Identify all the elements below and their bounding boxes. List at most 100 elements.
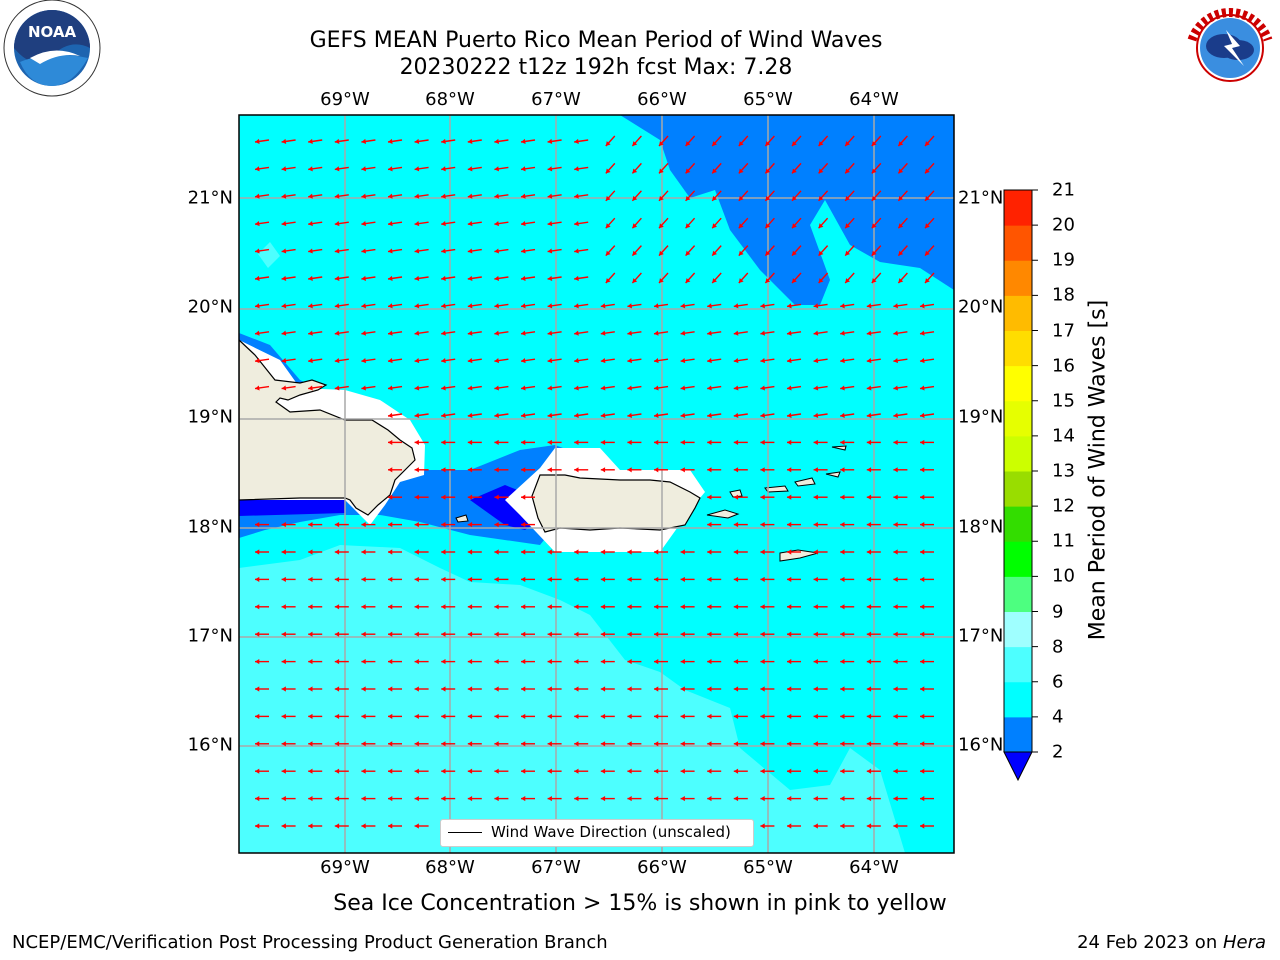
colorbar-segment [1004,506,1032,542]
wind-arrow-head [712,168,717,174]
wind-arrow-head [920,686,925,692]
wind-arrow-head [813,604,818,610]
wind-arrow-head [707,494,712,500]
wind-arrow-head [813,768,818,774]
wind-arrow-head [733,659,739,665]
colorbar-tick-label: 4 [1052,706,1064,728]
wind-arrow-head [521,221,526,227]
wind-arrow-head [654,358,659,364]
wind-arrow-head [898,168,904,174]
wind-arrow-head [738,141,744,146]
wind-arrow-head [866,604,872,610]
wind-arrow-head [467,330,473,336]
wind-arrow-head [467,166,473,172]
wind-arrow-head [361,358,367,364]
wind-arrow-head [441,358,446,364]
wind-arrow-head [547,659,552,665]
wind-arrow-head [840,522,845,528]
wind-arrow-head [600,631,606,637]
wind-arrow-head [792,223,797,229]
wind-arrow-head [813,796,818,802]
lon-label-bottom-66w: 66°W [637,857,687,878]
wind-arrow-head [840,358,845,364]
wind-arrow-head [467,549,473,555]
wind-arrow-head [845,223,850,229]
wind-arrow-head [733,385,739,391]
wind-arrow-head [388,358,393,364]
wind-arrow-head [787,303,792,309]
legend-line-swatch [448,832,482,833]
wind-arrow-head [574,768,579,774]
wind-arrow-head [334,576,340,582]
noaa-logo-text: NOAA [28,23,77,41]
wind-arrow-head [308,330,313,336]
colorbar-segment [1004,435,1032,472]
wind-arrow-head [893,604,898,610]
wind-arrow-head [866,439,872,445]
wind-arrow-head [255,604,260,610]
wind-arrow-head [334,358,340,364]
wind-arrow-head [255,385,260,391]
sea-ice-note-text: Sea Ice Concentration > 15% is shown in … [333,891,947,916]
wind-arrow-head [521,138,526,144]
period-6-8-patch [258,242,280,268]
wind-arrow-head [600,604,606,610]
wind-arrow-head [467,439,473,445]
wind-arrow-head [627,549,632,555]
wind-arrow-head [733,741,739,747]
wind-arrow-head [733,358,739,364]
wind-arrow-head [414,193,420,199]
wind-arrow-head [441,631,446,637]
wind-arrow-head [334,138,340,144]
wind-arrow-head [308,686,313,692]
wind-arrow-head [733,768,739,774]
wind-arrow-head [707,631,712,637]
wind-arrow-head [818,141,824,146]
wind-arrow-head [680,796,685,802]
wind-arrow-head [787,659,792,665]
wind-arrow-head [792,195,797,201]
colorbar-tick-label: 13 [1052,460,1075,482]
colorbar-segment [1004,330,1032,367]
wind-arrow-head [574,659,579,665]
wind-arrow-head [414,659,419,665]
wind-arrow-head [414,686,419,692]
colorbar-segment [1004,681,1032,718]
footer-date-text: 24 Feb 2023 on [1077,932,1223,953]
wind-arrow-head [255,303,260,309]
land-vieques [706,509,740,519]
wind-arrow-head [494,768,499,774]
wind-arrow-head [600,741,606,747]
wind-arrow-head [547,221,553,227]
wind-arrow-head [760,796,765,802]
colorbar-tick-label: 21 [1052,179,1075,201]
wind-arrow-head [521,248,526,254]
wind-arrow-head [388,659,393,665]
wind-arrow-head [893,385,899,391]
wind-arrow-head [255,358,260,364]
wind-arrow-head [760,549,765,555]
legend-label: Wind Wave Direction (unscaled) [491,823,731,841]
wind-arrow-head [388,193,393,199]
wind-arrow-head [733,576,739,582]
wind-arrow-head [813,823,818,829]
wind-arrow-head [707,439,712,445]
wind-arrow-head [840,686,845,692]
wind-arrow-head [707,604,712,610]
wind-arrow-head [281,604,286,610]
wind-arrow-head [632,168,638,174]
wind-arrow-head [760,823,765,829]
wind-arrow-head [467,138,473,144]
wind-arrow-head [733,494,739,500]
wind-arrow-head [893,659,898,665]
wind-arrow-head [866,576,872,582]
wind-arrow-head [281,193,287,199]
colorbar-tick-label: 18 [1052,284,1075,306]
wind-arrow-head [707,768,712,774]
wind-arrow-head [521,193,526,199]
wind-arrow-head [659,223,664,229]
lon-label-top-68w: 68°W [425,89,475,110]
wind-arrow-head [361,166,367,172]
wind-arrow-head [574,138,579,144]
wind-arrow-head [866,713,872,719]
